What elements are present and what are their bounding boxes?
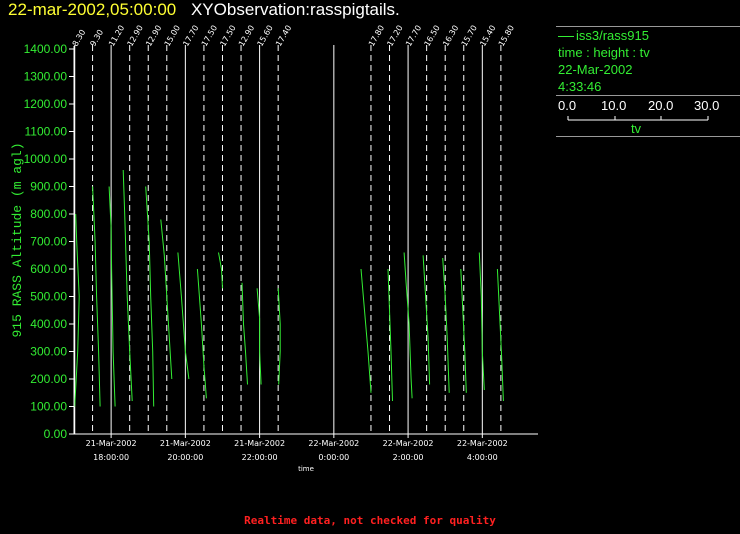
x-tick-time: 0:00:00 — [318, 453, 349, 462]
x-ticks: 21-Mar-2002 18:00:00 21-Mar-2002 20:00:00 21… — [86, 434, 508, 462]
y-tick-label: 1100.00 — [25, 125, 68, 139]
profile-label: 15.60 — [256, 24, 275, 48]
profile-line — [160, 219, 173, 380]
scale-tick-label: 20.0 — [648, 98, 673, 113]
legend-scale-svg: 0.0 10.0 20.0 30.0 tv — [558, 98, 719, 136]
scale-tick-label: 10.0 — [601, 98, 626, 113]
profile-line — [277, 288, 281, 385]
profile-line — [496, 268, 504, 402]
profile-baselines — [74, 45, 502, 434]
legend-time: 4:33:46 — [558, 79, 602, 94]
profile-line — [478, 252, 485, 391]
profile-line — [360, 268, 372, 393]
legend-series-name: iss3/rass915 — [576, 28, 649, 43]
profile-label: 15.40 — [478, 24, 497, 48]
profile-line — [108, 186, 116, 407]
y-tick-label: 1400.00 — [24, 42, 68, 56]
legend-divider-mid — [556, 95, 740, 96]
y-ticks: 0.00 100.00 200.00 300.00 400.00 500.00 600.00… — [24, 42, 74, 441]
profile-label: 17.50 — [218, 24, 237, 48]
y-tick-label: 900.00 — [30, 180, 67, 194]
profile-label: 17.70 — [181, 24, 200, 48]
legend-divider-top — [556, 26, 740, 27]
x-tick-time: 2:00:00 — [393, 453, 424, 462]
profile-line — [122, 169, 133, 402]
profile-line — [387, 268, 393, 402]
y-tick-label: 300.00 — [30, 345, 67, 359]
profile-label: 17.40 — [274, 24, 293, 48]
y-tick-label: 1000.00 — [24, 152, 68, 166]
scale-axis-label: tv — [631, 121, 642, 136]
x-tick-time: 18:00:00 — [93, 453, 129, 462]
x-tick-date: 21-Mar-2002 — [160, 439, 211, 448]
profile-labels: 8.30 9.30 11.20 12.90 12.90 15.00 17.70 17.50 17… — [71, 24, 516, 48]
x-tick-time: 4:00:00 — [467, 453, 498, 462]
profile-line — [403, 252, 413, 399]
legend-line-swatch — [558, 36, 574, 38]
profile-line — [460, 268, 467, 393]
y-tick-label: 400.00 — [30, 317, 67, 331]
x-tick-date: 22-Mar-2002 — [457, 439, 508, 448]
profile-label: 12.90 — [144, 24, 163, 48]
y-tick-label: 100.00 — [30, 400, 67, 414]
chart-axes — [73, 46, 538, 435]
profile-line — [218, 252, 223, 289]
quality-warning: Realtime data, not checked for quality — [244, 514, 496, 527]
y-axis-label: 915 RASS Altitude (m agl) — [10, 142, 25, 337]
legend-scale: 0.0 10.0 20.0 30.0 tv — [556, 96, 740, 136]
legend-date: 22-Mar-2002 — [558, 62, 633, 77]
profile-series — [74, 169, 504, 407]
profile-label: 9.30 — [88, 28, 105, 48]
profile-line — [442, 257, 450, 393]
profile-line — [74, 213, 80, 407]
y-tick-label: 0.00 — [44, 427, 68, 441]
profile-line — [145, 186, 155, 407]
legend-panel: iss3/rass915 time : height : tv 22-Mar-2… — [556, 26, 740, 137]
x-tick-date: 22-Mar-2002 — [308, 439, 359, 448]
x-tick-time: 20:00:00 — [167, 453, 203, 462]
scale-tick-label: 0.0 — [558, 98, 576, 113]
profile-label: 17.50 — [200, 24, 219, 48]
profile-label: 17.70 — [404, 24, 423, 48]
y-tick-label: 500.00 — [30, 290, 67, 304]
x-tick-date: 21-Mar-2002 — [86, 439, 137, 448]
profile-label: 15.70 — [460, 24, 479, 48]
chart-header: 22-mar-2002,05:00:00 XYObservation:rassp… — [8, 0, 400, 20]
profile-label: 15.80 — [497, 24, 516, 48]
legend-divider-bottom — [556, 136, 740, 137]
x-tick-date: 21-Mar-2002 — [234, 439, 285, 448]
profile-line — [241, 282, 248, 385]
profile-line — [177, 252, 190, 380]
profile-line — [422, 255, 431, 385]
y-tick-label: 600.00 — [30, 262, 67, 276]
profile-line — [196, 268, 207, 399]
legend-series-row: iss3/rass915 — [556, 27, 740, 44]
header-title: XYObservation:rasspigtails. — [190, 0, 400, 19]
profile-label: 11.20 — [107, 24, 126, 48]
profile-label: 8.30 — [71, 28, 88, 48]
legend-variables: time : height : tv — [558, 45, 650, 60]
profile-label: 15.00 — [163, 24, 182, 48]
profile-line — [92, 186, 101, 407]
y-tick-label: 800.00 — [30, 207, 67, 221]
x-axis-label: time — [298, 465, 314, 473]
profile-label: 17.20 — [385, 24, 404, 48]
y-tick-label: 1300.00 — [24, 70, 68, 84]
profile-label: 12.90 — [126, 24, 145, 48]
profile-label: 16.50 — [423, 24, 442, 48]
y-tick-label: 1200.00 — [24, 97, 68, 111]
scale-tick-label: 30.0 — [694, 98, 719, 113]
profile-line — [256, 288, 262, 385]
y-tick-label: 700.00 — [30, 235, 67, 249]
y-tick-label: 200.00 — [30, 372, 67, 386]
profile-label: 17.80 — [367, 24, 386, 48]
x-tick-date: 22-Mar-2002 — [383, 439, 434, 448]
header-date: 22-mar-2002,05:00:00 — [8, 0, 177, 19]
profile-label: 12.90 — [237, 24, 256, 48]
profile-label: 16.30 — [441, 24, 460, 48]
x-tick-time: 22:00:00 — [242, 453, 278, 462]
